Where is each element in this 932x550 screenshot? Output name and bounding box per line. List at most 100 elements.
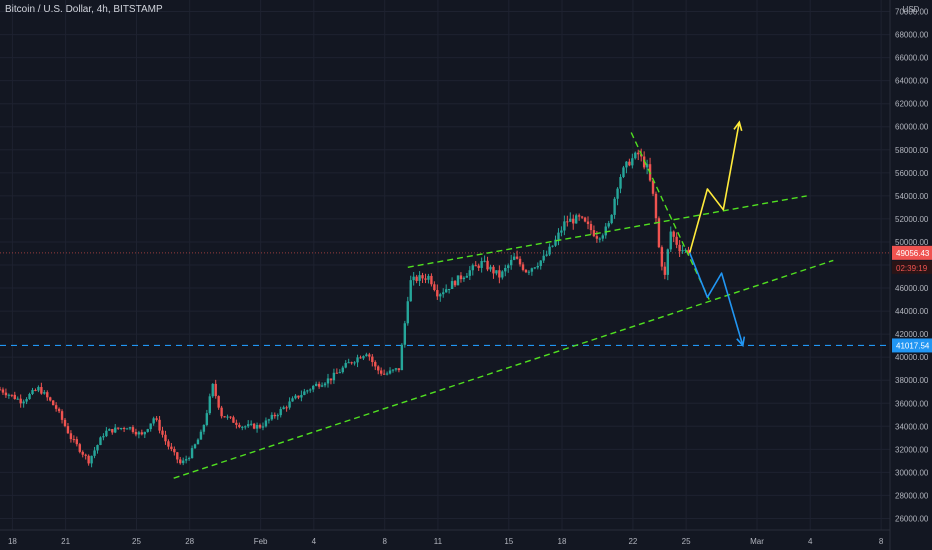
candle-body [637,152,640,155]
candle-body [223,416,226,418]
candle-body [264,420,268,427]
candle-body [385,373,389,375]
candle-body [557,232,560,240]
support-level-badge [892,338,932,353]
price-axis[interactable]: USD 26000.00 28000.00 30000.00 32000.00 34000… [889,0,929,550]
candle-body [666,249,669,275]
candle-body [158,419,161,431]
date-tick-label: 28 [185,537,194,546]
candle-body [412,276,415,281]
candle-body [196,439,200,445]
price-tick-label: 70000.00 [895,8,929,17]
candle-body [415,276,418,281]
wedge-lower-trendline [173,259,834,479]
candle-body [173,448,176,453]
time-axis[interactable]: 18 21 25 28 Feb 4 8 11 15 18 22 25 Mar 4 8 [0,529,890,546]
candle-body [270,414,274,420]
annotation-layer [173,120,834,479]
candle-body [580,216,584,218]
candle-body [515,256,519,259]
candle-body [338,372,342,374]
countdown-text: 02:39:19 [896,264,928,273]
candle-body [199,431,203,440]
candle-body [75,439,79,445]
candle-body [527,271,531,273]
candle-body [566,221,569,223]
candle-body [619,177,622,189]
candle-body [654,193,658,219]
candle-body [681,250,684,252]
wedge-upper-trendline [407,195,807,268]
candle-body [28,393,31,400]
bearish-arrow-head [736,336,746,348]
candle-body [610,214,613,224]
candle-body [72,439,76,441]
candle-body [651,180,655,194]
candle-body [179,459,182,464]
candle-body [480,261,483,268]
candle-body [46,392,49,398]
candle-body [622,167,625,178]
candle-body [512,256,516,260]
candle-body [442,292,445,295]
candle-body [669,231,672,250]
candle-body [462,277,466,280]
chart-grid [0,0,890,530]
candle-body [687,249,690,253]
candle-body [601,235,604,239]
countdown-badge [892,260,932,274]
candle-body [40,387,43,394]
candle-body [78,444,81,452]
candle-body [0,389,2,391]
candle-body [273,414,277,417]
candlestick-series [0,148,690,468]
candle-body [140,432,144,435]
candle-body [504,267,507,272]
candle-body [244,426,247,428]
candle-body [137,432,141,435]
candle-body [285,407,288,409]
candle-body [205,413,209,426]
candle-body [436,290,439,297]
candle-body [444,289,448,293]
candle-body [518,258,522,265]
date-tick-label: Mar [750,537,764,546]
candle-body [170,446,173,449]
candle-body [530,268,534,272]
candle-body [483,260,486,262]
candle-body [563,221,566,231]
candle-body [208,396,211,414]
price-tick-label: 34000.00 [895,422,929,431]
candle-body [450,281,454,290]
price-tick-label: 26000.00 [895,514,929,523]
candle-body [187,458,191,460]
price-tick-label: 44000.00 [895,307,929,316]
candle-body [7,394,11,396]
candle-body [241,426,244,428]
candle-body [536,265,539,268]
bearish-arrow [688,252,744,346]
last-price-badge [892,245,932,260]
candle-body [406,301,409,324]
price-tick-label: 58000.00 [895,146,929,155]
candle-body [424,278,427,280]
candle-body [114,427,117,433]
candle-body [377,366,380,371]
candle-body [16,398,19,400]
candle-body [548,246,551,255]
candle-body [176,452,179,460]
candle-body [660,247,664,267]
candle-body [672,231,675,237]
candle-body [678,244,681,252]
candle-body [34,389,37,391]
price-tick-label: 38000.00 [895,376,929,385]
candle-body [613,198,616,215]
last-price-text: 49056.43 [896,249,930,258]
candle-body [190,448,194,459]
price-tick-label: 42000.00 [895,330,929,339]
candle-body [400,344,404,371]
candle-body [569,218,572,222]
candle-body [625,161,628,168]
